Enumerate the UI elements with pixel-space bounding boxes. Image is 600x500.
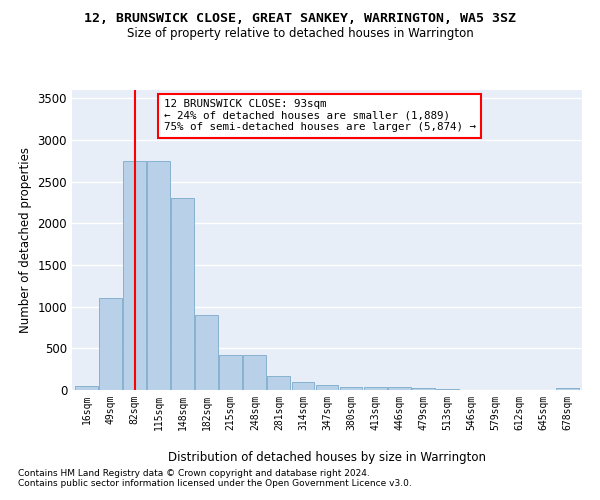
Text: 12 BRUNSWICK CLOSE: 93sqm
← 24% of detached houses are smaller (1,889)
75% of se: 12 BRUNSWICK CLOSE: 93sqm ← 24% of detac… bbox=[164, 99, 476, 132]
Bar bbox=[220, 355, 242, 390]
Bar bbox=[412, 388, 434, 390]
Text: Size of property relative to detached houses in Warrington: Size of property relative to detached ho… bbox=[127, 28, 473, 40]
Bar bbox=[436, 389, 459, 390]
Text: Distribution of detached houses by size in Warrington: Distribution of detached houses by size … bbox=[168, 451, 486, 464]
Bar bbox=[556, 388, 579, 390]
Bar bbox=[123, 161, 146, 390]
Bar bbox=[147, 161, 170, 390]
Bar bbox=[268, 376, 290, 390]
Bar bbox=[292, 382, 314, 390]
Bar bbox=[171, 198, 194, 390]
Bar bbox=[75, 386, 98, 390]
Bar bbox=[99, 298, 122, 390]
Bar bbox=[244, 355, 266, 390]
Bar bbox=[340, 386, 362, 390]
Text: Contains HM Land Registry data © Crown copyright and database right 2024.: Contains HM Land Registry data © Crown c… bbox=[18, 468, 370, 477]
Bar bbox=[388, 387, 410, 390]
Y-axis label: Number of detached properties: Number of detached properties bbox=[19, 147, 32, 333]
Bar bbox=[316, 385, 338, 390]
Text: Contains public sector information licensed under the Open Government Licence v3: Contains public sector information licen… bbox=[18, 478, 412, 488]
Text: 12, BRUNSWICK CLOSE, GREAT SANKEY, WARRINGTON, WA5 3SZ: 12, BRUNSWICK CLOSE, GREAT SANKEY, WARRI… bbox=[84, 12, 516, 26]
Bar bbox=[195, 315, 218, 390]
Bar bbox=[364, 386, 386, 390]
